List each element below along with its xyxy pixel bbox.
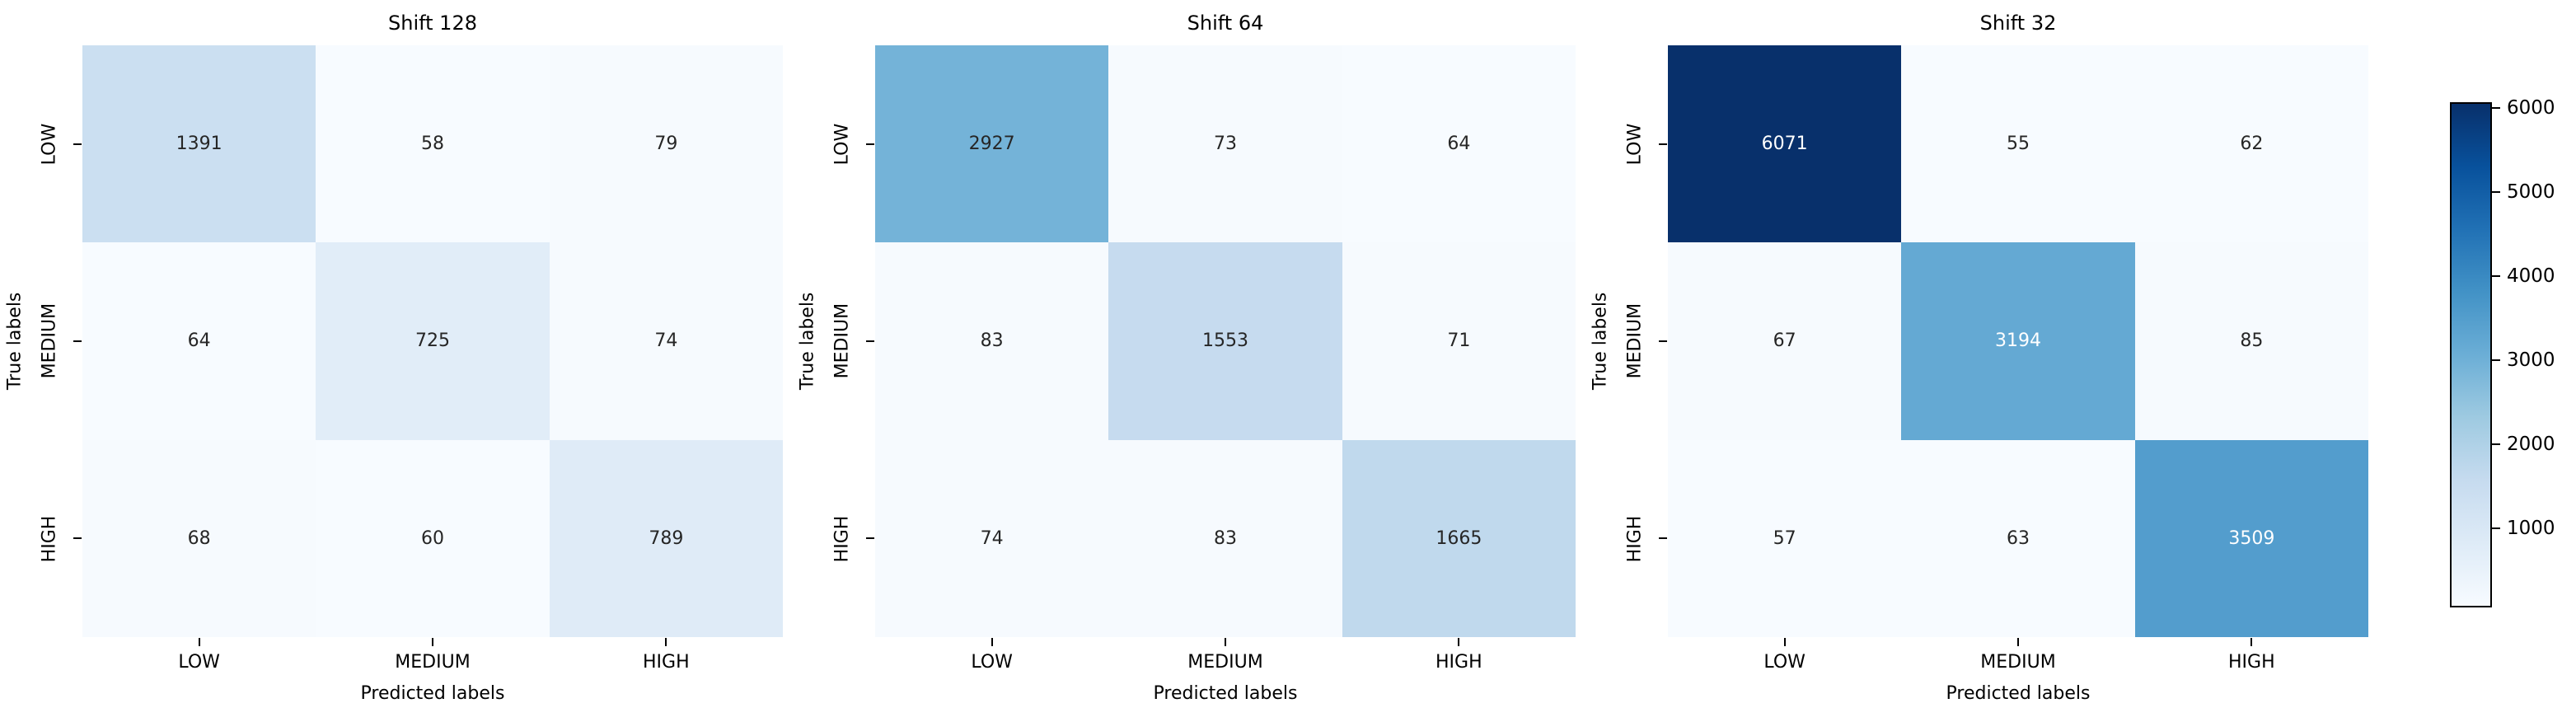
heatmap-cell: 85 bbox=[2134, 242, 2368, 440]
heatmap-cell: 67 bbox=[1668, 242, 1902, 440]
y-tick-mark bbox=[1659, 537, 1667, 540]
colorbar-tick-mark bbox=[2492, 359, 2500, 361]
x-tick-label: LOW bbox=[1763, 652, 1806, 673]
colorbar-tick-label: 6000 bbox=[2507, 97, 2555, 120]
heatmap-cell: 60 bbox=[316, 439, 550, 637]
heatmap-cell: 3194 bbox=[1901, 242, 2135, 440]
x-tick-mark bbox=[1458, 638, 1460, 646]
heatmap-cell: 789 bbox=[549, 439, 783, 637]
x-axis-label: Predicted labels bbox=[1153, 683, 1298, 704]
y-tick-mark bbox=[1659, 143, 1667, 145]
heatmap-cell: 83 bbox=[1108, 439, 1342, 637]
heatmap-cell: 6071 bbox=[1668, 45, 1902, 243]
colorbar-tick-label: 3000 bbox=[2507, 349, 2555, 371]
heatmap-cell: 58 bbox=[316, 45, 550, 243]
heatmap-cell: 3509 bbox=[2134, 439, 2368, 637]
y-tick-label: HIGH bbox=[1624, 515, 1646, 562]
heatmap-cell: 68 bbox=[82, 439, 316, 637]
colorbar-tick-label: 1000 bbox=[2507, 517, 2555, 539]
heatmap-cell: 64 bbox=[1342, 45, 1576, 243]
y-tick-mark bbox=[73, 537, 82, 540]
x-tick-mark bbox=[1783, 638, 1786, 646]
y-tick-mark bbox=[866, 340, 874, 342]
heatmap-cell: 2927 bbox=[875, 45, 1109, 243]
heatmap-cell: 74 bbox=[875, 439, 1109, 637]
x-tick-label: LOW bbox=[971, 652, 1013, 673]
y-tick-label: HIGH bbox=[831, 515, 853, 562]
colorbar-tick-mark bbox=[2492, 191, 2500, 194]
colorbar-tick-label: 4000 bbox=[2507, 265, 2555, 288]
heatmap-cell: 1665 bbox=[1342, 439, 1576, 637]
x-tick-mark bbox=[432, 638, 433, 646]
x-tick-mark bbox=[2017, 638, 2019, 646]
y-tick-label: LOW bbox=[39, 123, 60, 165]
heatmap-cell: 1391 bbox=[82, 45, 316, 243]
x-tick-label: HIGH bbox=[2228, 652, 2275, 673]
colorbar-tick-mark bbox=[2492, 527, 2500, 529]
y-tick-label: LOW bbox=[1624, 123, 1646, 165]
colorbar-tick-label: 5000 bbox=[2507, 181, 2555, 204]
y-axis-label: True labels bbox=[4, 292, 26, 391]
x-axis-label: Predicted labels bbox=[1946, 683, 2091, 704]
colorbar-tick-mark bbox=[2492, 107, 2500, 110]
heatmap-cell: 1553 bbox=[1108, 242, 1342, 440]
heatmap-cell: 725 bbox=[316, 242, 550, 440]
heatmap-grid: 6071 55 62 67 3194 85 57 63 3509 bbox=[1668, 45, 2368, 637]
y-tick-label: MEDIUM bbox=[1624, 303, 1646, 379]
y-axis-label: True labels bbox=[1590, 292, 1611, 391]
heatmap-cell: 83 bbox=[875, 242, 1109, 440]
x-tick-mark bbox=[665, 638, 667, 646]
x-axis-label: Predicted labels bbox=[360, 683, 505, 704]
x-tick-mark bbox=[991, 638, 993, 646]
x-tick-label: MEDIUM bbox=[395, 652, 471, 673]
y-tick-mark bbox=[73, 143, 82, 145]
x-tick-label: MEDIUM bbox=[1187, 652, 1263, 673]
y-axis-label: True labels bbox=[797, 292, 818, 391]
colorbar-tick-label: 2000 bbox=[2507, 433, 2555, 455]
x-tick-mark bbox=[198, 638, 200, 646]
heatmap-grid: 1391 58 79 64 725 74 68 60 789 bbox=[82, 45, 783, 637]
y-tick-label: HIGH bbox=[39, 515, 60, 562]
panel-title: Shift 128 bbox=[388, 12, 477, 35]
x-tick-mark bbox=[1225, 638, 1226, 646]
heatmap-cell: 79 bbox=[549, 45, 783, 243]
heatmap-cell: 55 bbox=[1901, 45, 2135, 243]
heatmap-cell: 62 bbox=[2134, 45, 2368, 243]
x-tick-label: HIGH bbox=[643, 652, 690, 673]
x-tick-label: LOW bbox=[178, 652, 220, 673]
colorbar bbox=[2450, 102, 2492, 607]
y-tick-mark bbox=[866, 143, 874, 145]
heatmap-grid: 2927 73 64 83 1553 71 74 83 1665 bbox=[875, 45, 1576, 637]
heatmap-cell: 71 bbox=[1342, 242, 1576, 440]
y-tick-mark bbox=[73, 340, 82, 342]
heatmap-cell: 73 bbox=[1108, 45, 1342, 243]
heatmap-cell: 57 bbox=[1668, 439, 1902, 637]
x-tick-mark bbox=[2250, 638, 2253, 646]
y-tick-label: MEDIUM bbox=[831, 303, 853, 379]
colorbar-tick-mark bbox=[2492, 443, 2500, 445]
y-tick-label: MEDIUM bbox=[39, 303, 60, 379]
colorbar-tick-mark bbox=[2492, 275, 2500, 278]
heatmap-cell: 63 bbox=[1901, 439, 2135, 637]
y-tick-mark bbox=[866, 537, 874, 540]
heatmap-cell: 64 bbox=[82, 242, 316, 440]
x-tick-label: MEDIUM bbox=[1980, 652, 2056, 673]
x-tick-label: HIGH bbox=[1436, 652, 1482, 673]
panel-title: Shift 64 bbox=[1187, 12, 1264, 35]
y-tick-mark bbox=[1659, 340, 1667, 342]
y-tick-label: LOW bbox=[831, 123, 853, 165]
panel-title: Shift 32 bbox=[1979, 12, 2057, 35]
heatmap-cell: 74 bbox=[549, 242, 783, 440]
